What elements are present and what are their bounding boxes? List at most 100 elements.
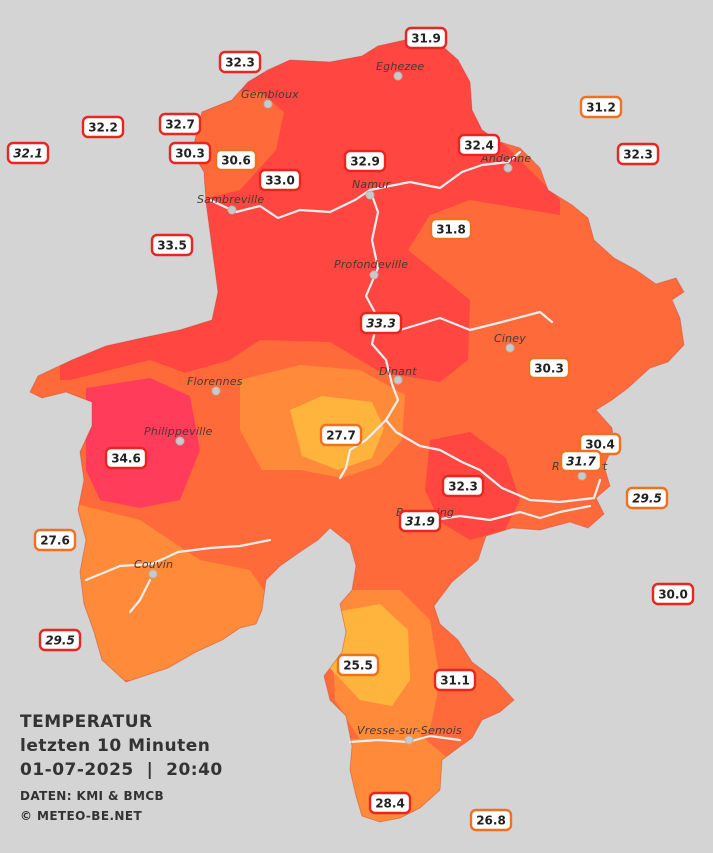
city-label-profondeville: Profondeville bbox=[334, 258, 408, 271]
city-label-namur: Namur bbox=[352, 178, 391, 191]
river-sambre-meuse bbox=[208, 150, 522, 220]
city-marker-couvin bbox=[148, 569, 158, 579]
station-marker: 31.9 bbox=[404, 26, 448, 50]
station-marker: 34.6 bbox=[104, 446, 148, 470]
city-label-vresse-sur-semois: Vresse-sur-Semois bbox=[357, 724, 462, 737]
station-value: 30.3 bbox=[534, 362, 564, 376]
station-marker: 31.1 bbox=[433, 668, 477, 692]
station-marker: 33.0 bbox=[258, 168, 302, 192]
legend-copyright: © METEO-BE.NET bbox=[20, 809, 143, 823]
zone-mild-couvin bbox=[60, 500, 270, 680]
river-bocq bbox=[398, 310, 554, 332]
station-box bbox=[457, 133, 501, 157]
station-marker: 32.2 bbox=[81, 115, 125, 139]
station-box bbox=[441, 474, 485, 498]
city-label-ciney: Ciney bbox=[494, 332, 526, 345]
station-marker: 31.7 bbox=[559, 449, 603, 473]
city-label-philippeville: Philippeville bbox=[144, 425, 213, 438]
station-marker: 29.5 bbox=[625, 486, 669, 510]
station-box bbox=[429, 217, 473, 241]
station-marker: 30.3 bbox=[168, 141, 212, 165]
station-box bbox=[433, 668, 477, 692]
station-marker: 33.5 bbox=[150, 233, 194, 257]
station-marker: 25.5 bbox=[336, 653, 380, 677]
city-marker-philippeville bbox=[175, 436, 185, 446]
station-box bbox=[33, 528, 77, 552]
river-houille bbox=[432, 504, 592, 522]
zone-warm-gembloux bbox=[190, 90, 284, 200]
station-box bbox=[616, 142, 660, 166]
station-value: 31.8 bbox=[436, 223, 466, 237]
station-marker: 32.3 bbox=[616, 142, 660, 166]
station-box bbox=[6, 141, 50, 165]
station-marker: 30.4 bbox=[578, 432, 622, 456]
station-box bbox=[104, 446, 148, 470]
station-marker: 27.6 bbox=[33, 528, 77, 552]
station-marker: 32.9 bbox=[343, 149, 387, 173]
station-value: 29.5 bbox=[632, 492, 662, 506]
station-box bbox=[218, 50, 262, 74]
station-value: 32.3 bbox=[225, 56, 255, 70]
station-value: 27.7 bbox=[326, 429, 356, 443]
station-marker: 32.3 bbox=[441, 474, 485, 498]
station-marker: 30.6 bbox=[214, 148, 258, 172]
station-box bbox=[359, 311, 403, 335]
station-box bbox=[319, 423, 363, 447]
station-value: 34.6 bbox=[111, 452, 141, 466]
city-marker-sambreville bbox=[227, 205, 237, 215]
station-box bbox=[651, 582, 695, 606]
city-label-sambreville: Sambreville bbox=[197, 193, 264, 206]
station-value: 32.2 bbox=[88, 121, 118, 135]
zone-mild-vresse bbox=[340, 735, 450, 822]
station-value: 33.5 bbox=[157, 239, 187, 253]
station-box bbox=[368, 791, 412, 815]
station-layer: 31.9 32.3 31.2 32.2 32.7 32.1 30.3 30.6 32.4 32.3… bbox=[6, 26, 695, 832]
station-box bbox=[158, 112, 202, 136]
station-value: 32.3 bbox=[623, 148, 653, 162]
city-marker-florennes bbox=[211, 386, 221, 396]
city-marker-dinant bbox=[393, 375, 403, 385]
legend-datetime: 01-07-2025 | 20:40 bbox=[20, 760, 223, 780]
city-marker-gembloux bbox=[263, 99, 273, 109]
station-value: 30.4 bbox=[585, 438, 615, 452]
station-box bbox=[469, 808, 513, 832]
station-box bbox=[168, 141, 212, 165]
station-marker: 29.5 bbox=[38, 628, 82, 652]
city-label-gembloux: Gembloux bbox=[241, 88, 299, 101]
station-marker: 26.8 bbox=[469, 808, 513, 832]
city-marker-rochefort bbox=[577, 471, 587, 481]
station-box bbox=[625, 486, 669, 510]
city-label-florennes: Florennes bbox=[187, 375, 243, 388]
station-box bbox=[214, 148, 258, 172]
station-value: 32.7 bbox=[165, 118, 195, 132]
station-marker: 28.4 bbox=[368, 791, 412, 815]
station-value: 32.4 bbox=[464, 139, 494, 153]
city-label-eghezee: Eghezee bbox=[376, 60, 424, 73]
station-value: 25.5 bbox=[343, 659, 373, 673]
river-meuse-south bbox=[338, 418, 388, 480]
station-marker: 31.2 bbox=[579, 95, 623, 119]
station-marker: 32.3 bbox=[218, 50, 262, 74]
station-box bbox=[258, 168, 302, 192]
station-value: 27.6 bbox=[40, 534, 70, 548]
station-box bbox=[150, 233, 194, 257]
station-value: 31.1 bbox=[440, 674, 470, 688]
station-marker: 32.7 bbox=[158, 112, 202, 136]
station-marker: 30.3 bbox=[527, 356, 571, 380]
station-marker: 32.4 bbox=[457, 133, 501, 157]
station-marker: 32.1 bbox=[6, 141, 50, 165]
station-value: 30.0 bbox=[658, 588, 688, 602]
station-value: 31.9 bbox=[411, 32, 441, 46]
station-value: 32.9 bbox=[350, 155, 380, 169]
station-value: 31.7 bbox=[566, 455, 596, 469]
city-marker-ciney bbox=[505, 343, 515, 353]
city-marker-namur bbox=[365, 190, 375, 200]
city-marker-eghezee bbox=[393, 71, 403, 81]
station-value: 31.9 bbox=[405, 515, 435, 529]
city-label-couvin: Couvin bbox=[134, 558, 173, 571]
station-marker: 30.0 bbox=[651, 582, 695, 606]
station-box bbox=[38, 628, 82, 652]
station-box bbox=[343, 149, 387, 173]
station-marker: 27.7 bbox=[319, 423, 363, 447]
